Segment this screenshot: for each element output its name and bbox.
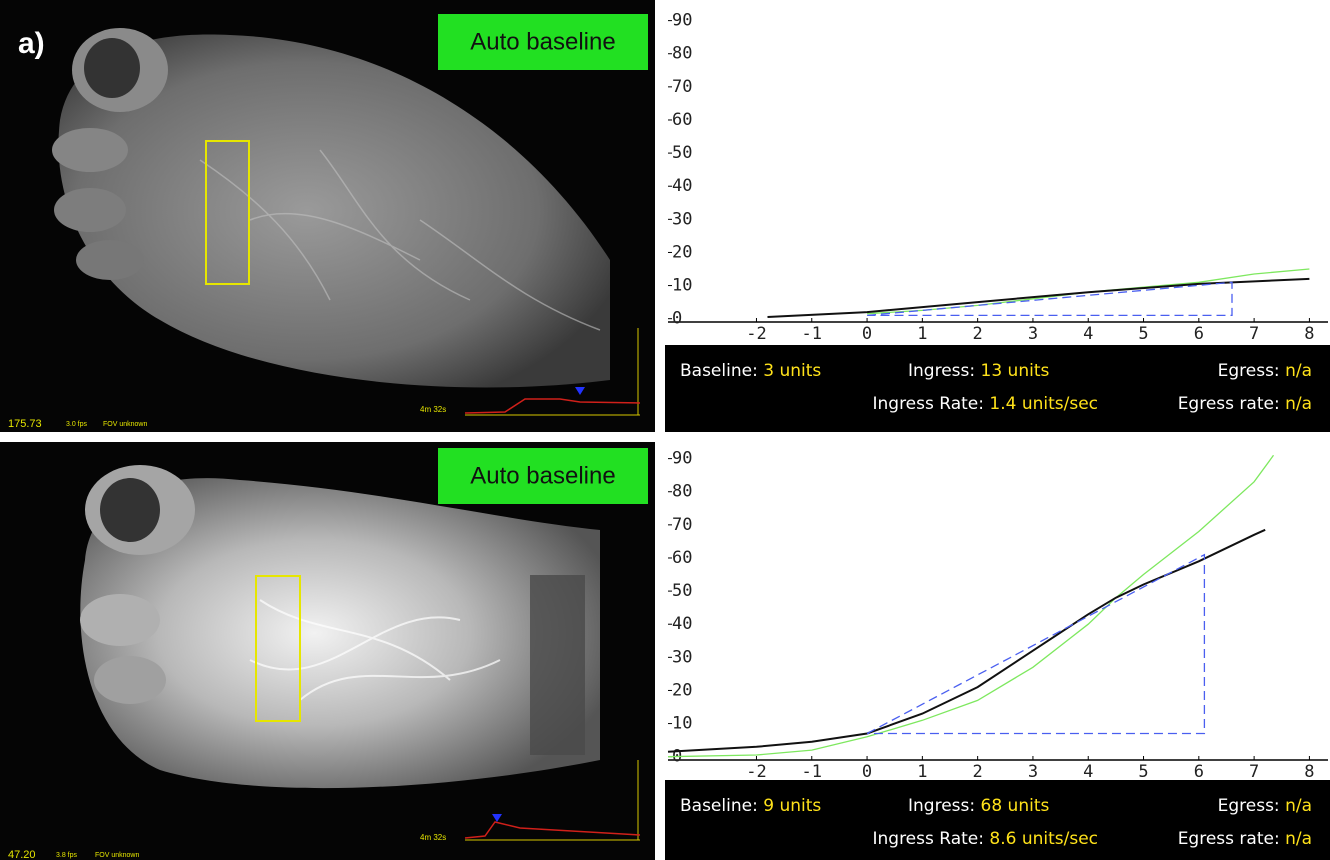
image-panel: Auto baseline 47.20 3.8 fps FOV unknown … [0, 442, 655, 860]
y-tick-label: 20 [672, 680, 692, 700]
stat-label: Egress rate: [1178, 829, 1280, 849]
stat: Baseline: 9 units [680, 796, 821, 816]
readout: 175.73 [8, 418, 42, 430]
badge: Auto baseline [470, 462, 615, 489]
stat-label: Ingress Rate: [872, 829, 983, 849]
readout: 47.20 [8, 849, 36, 860]
page: {"figure_label": "a)", "panels": [ {"bad… [0, 0, 1330, 860]
y-tick-label: 40 [672, 176, 692, 196]
x-tick-label: -2 [746, 324, 766, 344]
stat: Ingress Rate: 1.4 units/sec [872, 394, 1098, 414]
x-tick-label: 1 [917, 324, 927, 344]
y-tick-label: 50 [672, 143, 692, 163]
x-tick-label: -1 [802, 762, 822, 782]
y-tick-label: 10 [672, 276, 692, 296]
fov: FOV unknown [95, 852, 139, 859]
y-tick-label: 50 [672, 581, 692, 601]
stat-value: n/a [1285, 829, 1312, 849]
fov: FOV unknown [103, 421, 147, 428]
figure-label: a) [18, 27, 45, 60]
x-tick-label: 3 [1028, 762, 1038, 782]
stat-label: Ingress: [908, 361, 975, 381]
x-tick-label: 0 [862, 324, 872, 344]
stat-label: Baseline: [680, 361, 758, 381]
stat-label: Egress: [1218, 361, 1280, 381]
y-tick-label: 30 [672, 209, 692, 229]
y-tick-label: 0 [672, 309, 682, 329]
y-tick-label: 90 [672, 449, 692, 469]
y-tick-label: 70 [672, 77, 692, 97]
stat: Ingress Rate: 8.6 units/sec [872, 829, 1098, 849]
stat-label: Egress rate: [1178, 394, 1280, 414]
badge: Auto baseline [470, 28, 615, 55]
y-tick-label: 60 [672, 110, 692, 130]
stat-value: 68 units [981, 796, 1050, 816]
stat-label: Egress: [1218, 796, 1280, 816]
stat-value: n/a [1285, 796, 1312, 816]
y-tick-label: 70 [672, 515, 692, 535]
stat-value: 3 units [763, 361, 821, 381]
stat: Egress: n/a [1218, 361, 1312, 381]
x-tick-label: 7 [1249, 324, 1259, 344]
y-tick-label: 20 [672, 242, 692, 262]
x-tick-label: 0 [862, 762, 872, 782]
stat: Ingress: 13 units [908, 361, 1049, 381]
x-tick-label: 2 [973, 762, 983, 782]
plot-area [665, 8, 1330, 345]
stat-value: 1.4 units/sec [989, 394, 1098, 414]
stat: Baseline: 3 units [680, 361, 821, 381]
y-tick-label: 90 [672, 11, 692, 31]
stat-label: Ingress Rate: [872, 394, 983, 414]
y-tick-label: 40 [672, 614, 692, 634]
x-tick-label: 8 [1304, 324, 1314, 344]
x-tick-label: 1 [917, 762, 927, 782]
stat: Egress: n/a [1218, 796, 1312, 816]
y-tick-label: 10 [672, 714, 692, 734]
x-tick-label: 4 [1083, 324, 1093, 344]
x-tick-label: -1 [802, 324, 822, 344]
fps: 3.8 fps [56, 852, 78, 859]
y-tick-label: 80 [672, 44, 692, 64]
stat-label: Ingress: [908, 796, 975, 816]
figure: Auto baseline a) 175.73 3.0 fps FOV unkn… [0, 0, 1330, 860]
x-tick-label: 5 [1138, 324, 1148, 344]
stat-value: n/a [1285, 361, 1312, 381]
stat-label: Baseline: [680, 796, 758, 816]
x-tick-label: 4 [1083, 762, 1093, 782]
stat: Egress rate: n/a [1178, 829, 1312, 849]
x-tick-label: 6 [1194, 762, 1204, 782]
y-tick-label: 60 [672, 548, 692, 568]
plot-area [665, 446, 1330, 780]
stat: Egress rate: n/a [1178, 394, 1312, 414]
x-tick-label: 2 [973, 324, 983, 344]
stat-value: 13 units [981, 361, 1050, 381]
x-tick-label: -2 [746, 762, 766, 782]
stat: Ingress: 68 units [908, 796, 1049, 816]
inset-time: 4m 32s [420, 405, 446, 414]
x-tick-label: 8 [1304, 762, 1314, 782]
image-panel: Auto baseline a) 175.73 3.0 fps FOV unkn… [0, 0, 655, 432]
y-tick-label: 80 [672, 482, 692, 502]
inset-time: 4m 32s [420, 833, 446, 842]
stat-value: n/a [1285, 394, 1312, 414]
x-tick-label: 5 [1138, 762, 1148, 782]
x-tick-label: 7 [1249, 762, 1259, 782]
y-tick-label: 30 [672, 647, 692, 667]
stats-band [665, 345, 1330, 432]
x-tick-label: 6 [1194, 324, 1204, 344]
stat-value: 8.6 units/sec [989, 829, 1098, 849]
stat-value: 9 units [763, 796, 821, 816]
fps: 3.0 fps [66, 421, 88, 428]
x-tick-label: 3 [1028, 324, 1038, 344]
